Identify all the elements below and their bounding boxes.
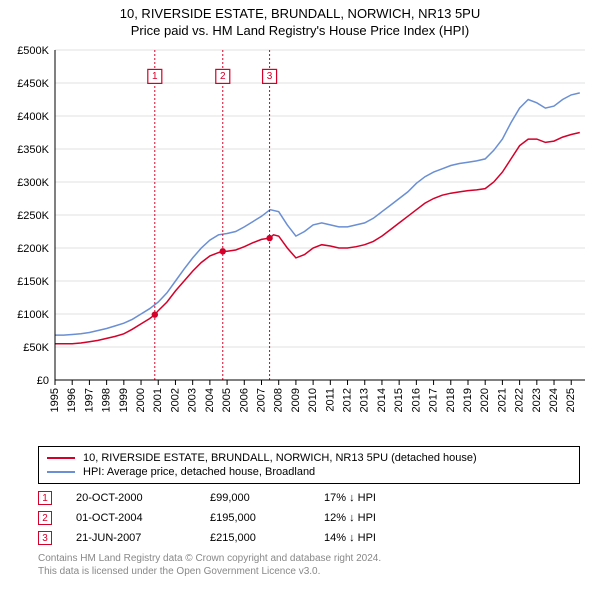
legend-label: HPI: Average price, detached house, Broa…	[83, 466, 315, 478]
svg-text:2016: 2016	[410, 388, 422, 412]
sale-marker-box: 2	[38, 511, 52, 525]
svg-text:2014: 2014	[376, 388, 388, 412]
title-block: 10, RIVERSIDE ESTATE, BRUNDALL, NORWICH,…	[0, 0, 600, 40]
svg-text:1: 1	[152, 71, 158, 82]
svg-text:2025: 2025	[565, 388, 577, 412]
chart-area: £0 £50K £100K £150K £200K £250K £300K £350K £400…	[0, 40, 600, 440]
svg-text:2021: 2021	[496, 388, 508, 412]
svg-text:2002: 2002	[169, 388, 181, 412]
svg-text:£450K: £450K	[17, 78, 49, 90]
svg-text:£350K: £350K	[17, 144, 49, 156]
sale-marker-box: 1	[38, 491, 52, 505]
svg-text:£200K: £200K	[17, 243, 49, 255]
svg-text:2019: 2019	[462, 388, 474, 412]
footer-line2: This data is licensed under the Open Gov…	[38, 565, 580, 578]
svg-text:2003: 2003	[187, 388, 199, 412]
title-subtitle: Price paid vs. HM Land Registry's House …	[10, 23, 590, 38]
svg-text:2004: 2004	[204, 388, 216, 412]
svg-text:2013: 2013	[359, 388, 371, 412]
svg-text:£500K: £500K	[17, 45, 49, 57]
svg-text:2018: 2018	[445, 388, 457, 412]
svg-text:2000: 2000	[135, 388, 147, 412]
svg-text:1999: 1999	[118, 388, 130, 412]
svg-text:2015: 2015	[393, 388, 405, 412]
footer-attribution: Contains HM Land Registry data © Crown c…	[38, 552, 580, 578]
svg-text:2024: 2024	[548, 388, 560, 412]
svg-text:2007: 2007	[255, 388, 267, 412]
sale-hpi-delta: 17% ↓ HPI	[324, 492, 414, 504]
footer-line1: Contains HM Land Registry data © Crown c…	[38, 552, 580, 565]
legend-row: 10, RIVERSIDE ESTATE, BRUNDALL, NORWICH,…	[47, 451, 571, 465]
legend-row: HPI: Average price, detached house, Broa…	[47, 465, 571, 479]
sale-row: 1 20-OCT-2000 £99,000 17% ↓ HPI	[38, 488, 580, 508]
svg-text:2017: 2017	[428, 388, 440, 412]
svg-text:£100K: £100K	[17, 309, 49, 321]
svg-text:2006: 2006	[238, 388, 250, 412]
svg-text:2010: 2010	[307, 388, 319, 412]
svg-text:2: 2	[220, 71, 226, 82]
svg-text:2009: 2009	[290, 388, 302, 412]
svg-text:2023: 2023	[531, 388, 543, 412]
svg-text:3: 3	[267, 71, 273, 82]
sale-price: £215,000	[210, 532, 300, 544]
svg-text:1995: 1995	[49, 388, 61, 412]
sale-date: 01-OCT-2004	[76, 512, 186, 524]
sale-price: £195,000	[210, 512, 300, 524]
sale-marker-box: 3	[38, 531, 52, 545]
legend-swatch	[47, 457, 75, 459]
svg-text:£250K: £250K	[17, 210, 49, 222]
svg-text:£300K: £300K	[17, 177, 49, 189]
chart-container: 10, RIVERSIDE ESTATE, BRUNDALL, NORWICH,…	[0, 0, 600, 578]
legend: 10, RIVERSIDE ESTATE, BRUNDALL, NORWICH,…	[38, 446, 580, 484]
sale-hpi-delta: 12% ↓ HPI	[324, 512, 414, 524]
legend-swatch	[47, 471, 75, 473]
sale-date: 21-JUN-2007	[76, 532, 186, 544]
legend-label: 10, RIVERSIDE ESTATE, BRUNDALL, NORWICH,…	[83, 452, 477, 464]
svg-text:2022: 2022	[514, 388, 526, 412]
svg-text:£150K: £150K	[17, 276, 49, 288]
svg-text:2001: 2001	[152, 388, 164, 412]
svg-text:1997: 1997	[83, 388, 95, 412]
svg-text:1996: 1996	[66, 388, 78, 412]
sale-date: 20-OCT-2000	[76, 492, 186, 504]
svg-text:2012: 2012	[342, 388, 354, 412]
title-address: 10, RIVERSIDE ESTATE, BRUNDALL, NORWICH,…	[10, 6, 590, 21]
sales-table: 1 20-OCT-2000 £99,000 17% ↓ HPI 2 01-OCT-2004…	[38, 488, 580, 548]
sale-hpi-delta: 14% ↓ HPI	[324, 532, 414, 544]
svg-text:2008: 2008	[273, 388, 285, 412]
line-chart-svg: £0 £50K £100K £150K £200K £250K £300K £350K £400…	[0, 40, 600, 440]
svg-text:£0: £0	[37, 375, 49, 387]
svg-text:£50K: £50K	[23, 342, 49, 354]
svg-text:2020: 2020	[479, 388, 491, 412]
svg-text:£400K: £400K	[17, 111, 49, 123]
sale-price: £99,000	[210, 492, 300, 504]
sale-row: 3 21-JUN-2007 £215,000 14% ↓ HPI	[38, 528, 580, 548]
svg-text:2011: 2011	[324, 388, 336, 412]
svg-text:2005: 2005	[221, 388, 233, 412]
sale-row: 2 01-OCT-2004 £195,000 12% ↓ HPI	[38, 508, 580, 528]
svg-text:1998: 1998	[101, 388, 113, 412]
